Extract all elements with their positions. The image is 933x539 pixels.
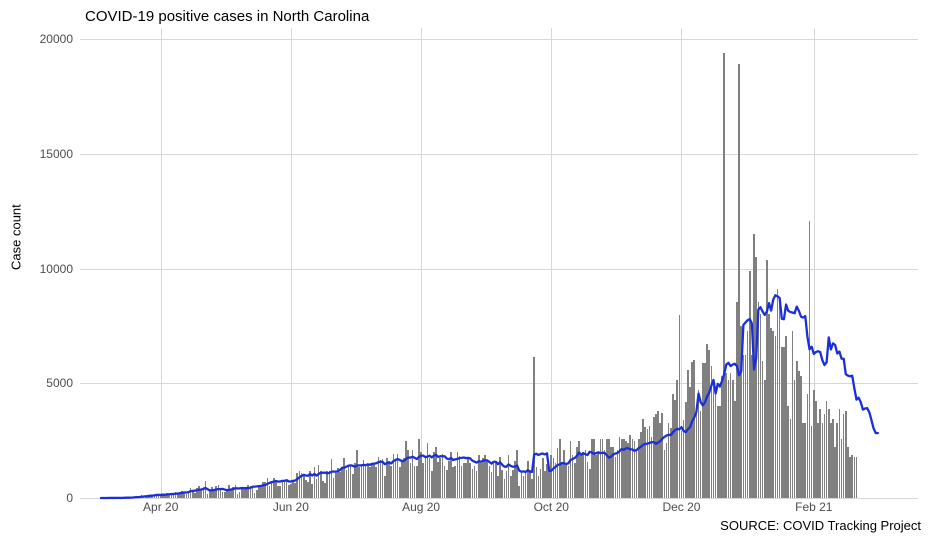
xtick-label: Apr 20 — [143, 500, 178, 514]
ytick-label: 5000 — [46, 376, 73, 390]
ytick-label: 0 — [66, 491, 73, 505]
xtick-label: Dec 20 — [662, 500, 700, 514]
line-layer — [80, 28, 918, 498]
gridline-h — [80, 498, 918, 499]
plot-area — [80, 28, 918, 498]
xtick-label: Feb 21 — [795, 500, 832, 514]
chart-title: COVID-19 positive cases in North Carolin… — [85, 8, 369, 25]
ytick-label: 15000 — [40, 147, 73, 161]
trend-line — [101, 295, 878, 498]
chart-container: COVID-19 positive cases in North Carolin… — [0, 0, 933, 539]
xtick-label: Aug 20 — [402, 500, 440, 514]
xtick-label: Oct 20 — [534, 500, 569, 514]
y-axis-label: Case count — [9, 204, 24, 270]
source-caption: SOURCE: COVID Tracking Project — [720, 518, 921, 533]
xtick-label: Jun 20 — [273, 500, 309, 514]
ytick-label: 10000 — [40, 262, 73, 276]
ytick-label: 20000 — [40, 32, 73, 46]
